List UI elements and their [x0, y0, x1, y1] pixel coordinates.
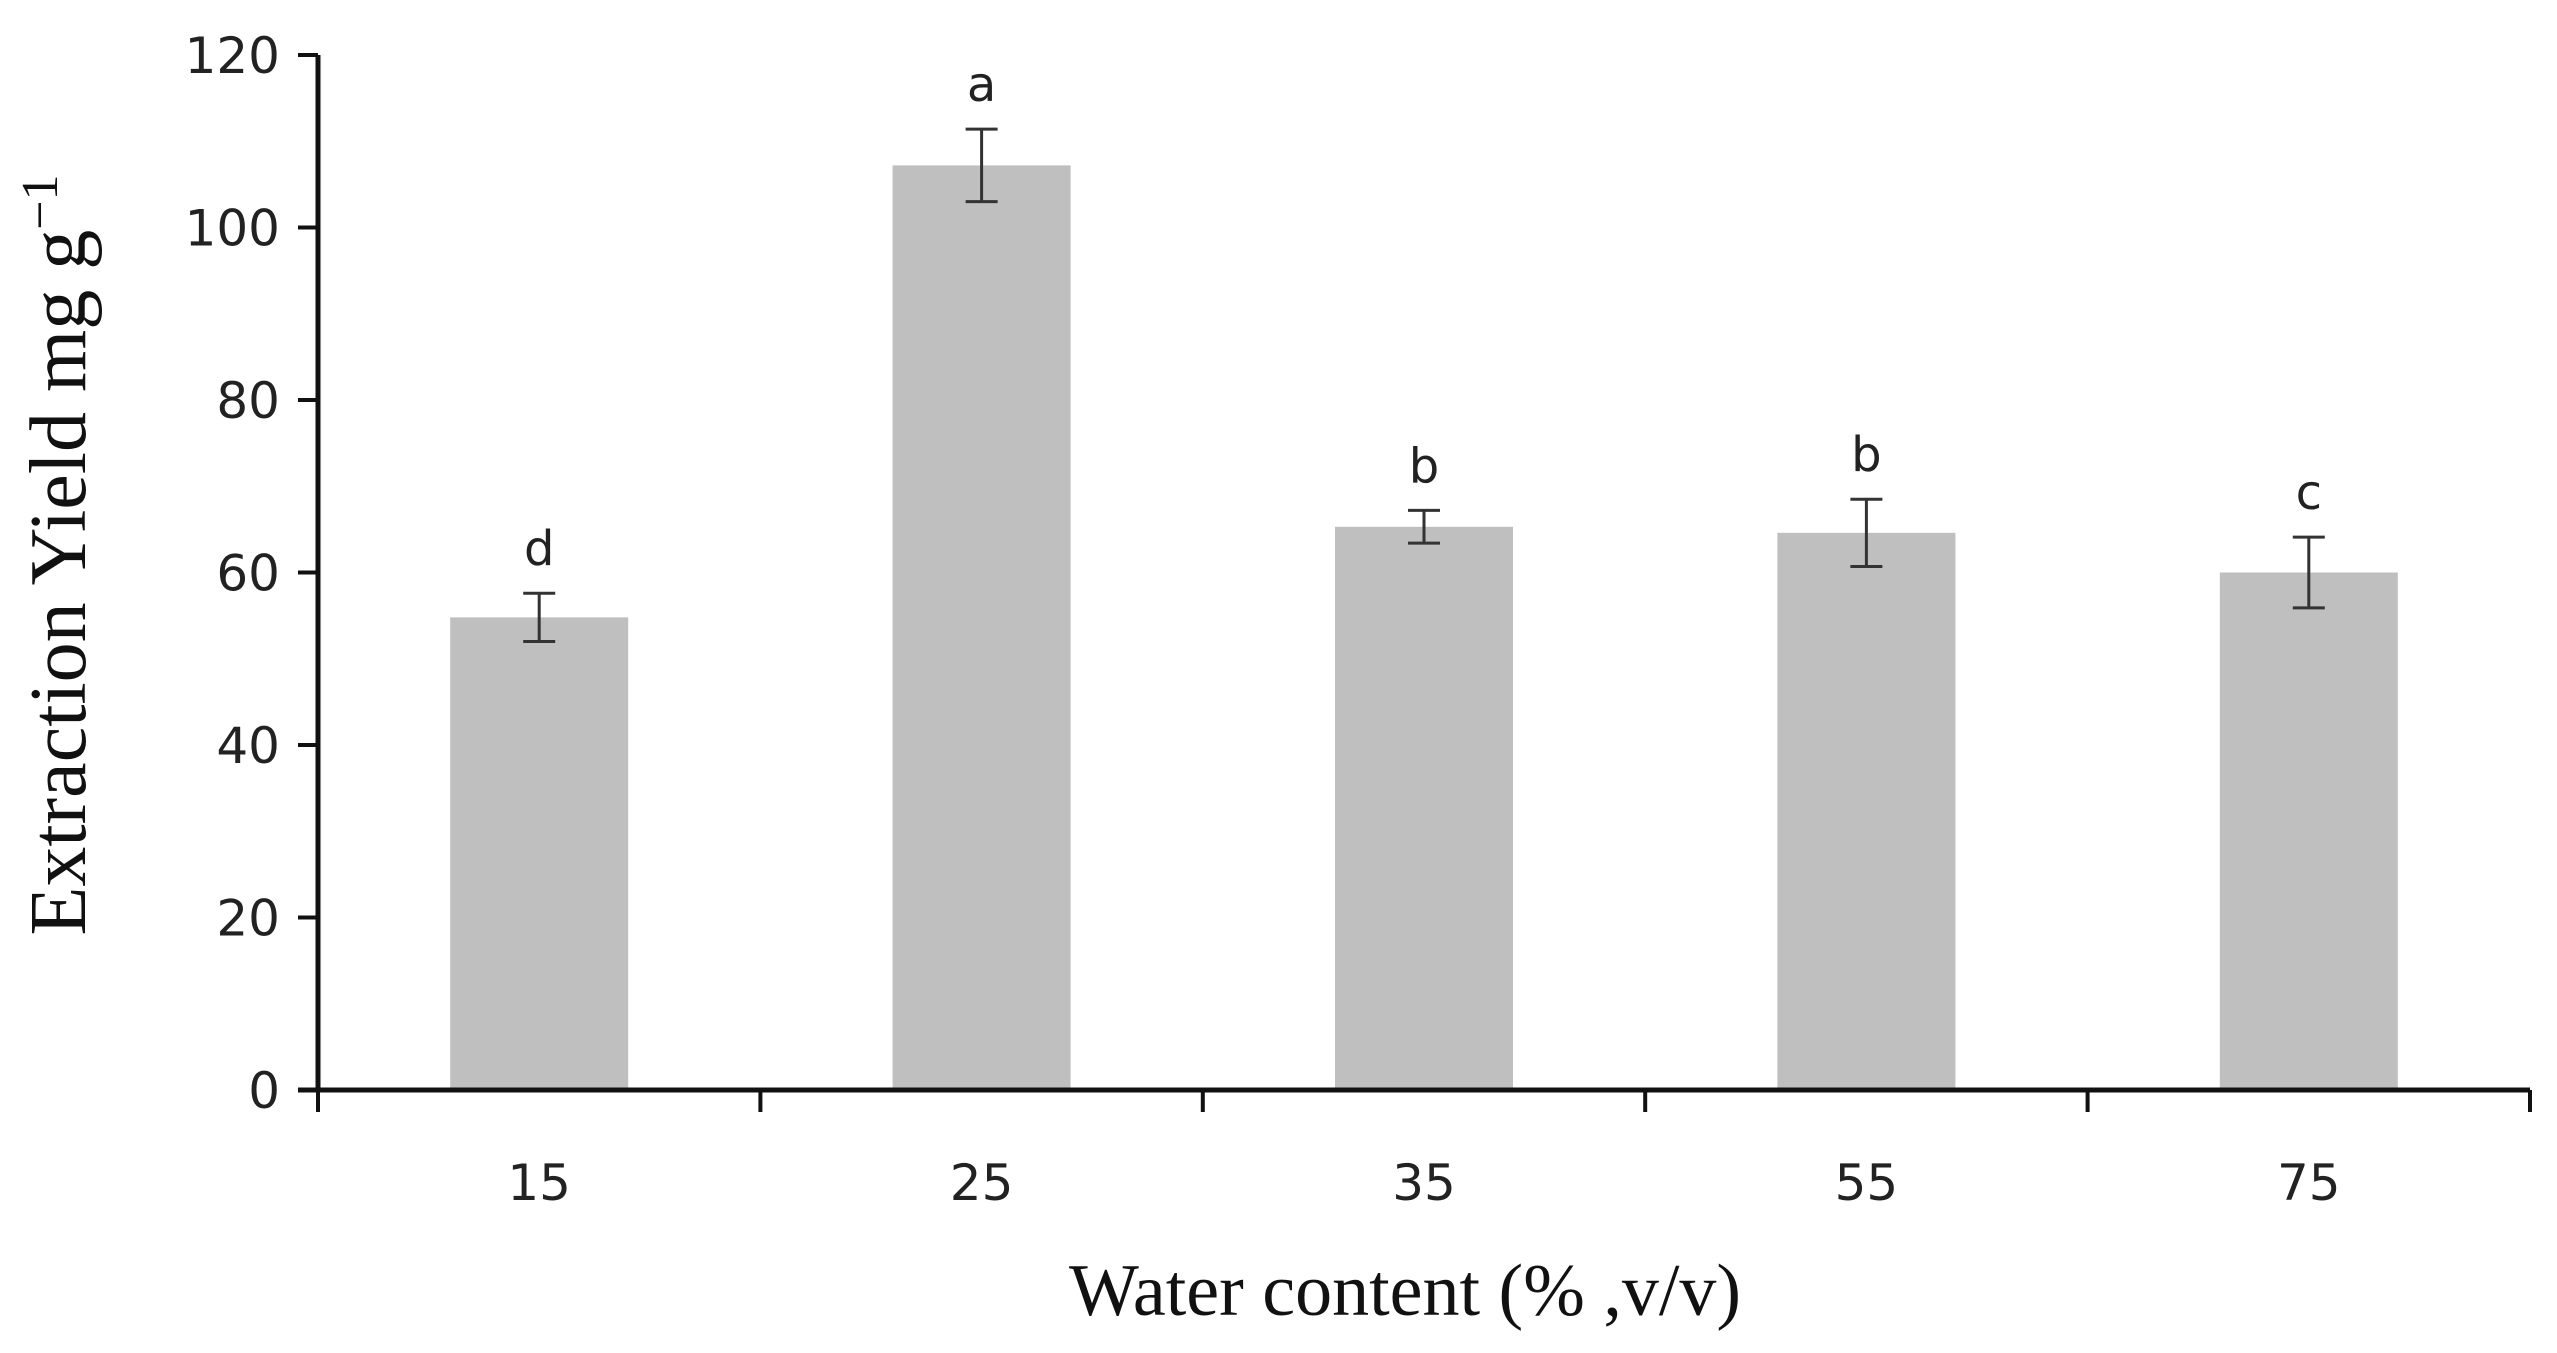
bars-layer [450, 165, 2398, 1090]
significance-labels-layer: d a b b c [524, 57, 2322, 577]
y-tick-label-20: 20 [216, 890, 280, 948]
axes-layer [298, 53, 2532, 1112]
significance-label-75: c [2296, 465, 2322, 521]
y-tick-label-40: 40 [216, 717, 280, 775]
y-axis-title-superscript: −1 [12, 174, 69, 229]
x-axis-title: Water content (% ,v/v) [1069, 1250, 1741, 1332]
bar-75 [2219, 572, 2398, 1090]
y-tick-label-100: 100 [185, 200, 280, 258]
error-bar-15 [523, 591, 556, 643]
bar-35 [1335, 526, 1513, 1090]
y-tick-label-0: 0 [248, 1062, 280, 1120]
error-bar-25 [965, 127, 998, 204]
x-tick-label-25: 25 [950, 1154, 1014, 1212]
error-bar-55 [1850, 497, 1883, 568]
y-tick-label-60: 60 [216, 545, 280, 603]
error-bars-layer [523, 127, 2325, 643]
significance-label-15: d [524, 521, 554, 577]
significance-label-55: b [1851, 427, 1881, 483]
y-axis-title-main: Extraction Yield mg g [15, 230, 103, 936]
x-tick-label-55: 55 [1835, 1154, 1899, 1212]
y-tick-label-120: 120 [185, 27, 280, 85]
bar-55 [1777, 532, 1956, 1090]
error-bar-75 [2292, 535, 2325, 610]
bar-25 [892, 165, 1071, 1090]
significance-label-25: a [967, 57, 996, 113]
y-tick-label-80: 80 [216, 372, 280, 430]
significance-label-35: b [1409, 438, 1439, 494]
x-tick-label-15: 15 [507, 1154, 571, 1212]
y-axis-title: Extraction Yield mg g−1 [12, 174, 104, 935]
tick-labels-layer: 15 25 35 55 75 0 20 40 60 80 100 120 [185, 27, 2341, 1212]
x-tick-label-35: 35 [1392, 1154, 1456, 1212]
x-tick-label-75: 75 [2277, 1154, 2341, 1212]
error-bar-35 [1408, 508, 1440, 545]
bar-15 [450, 617, 629, 1090]
